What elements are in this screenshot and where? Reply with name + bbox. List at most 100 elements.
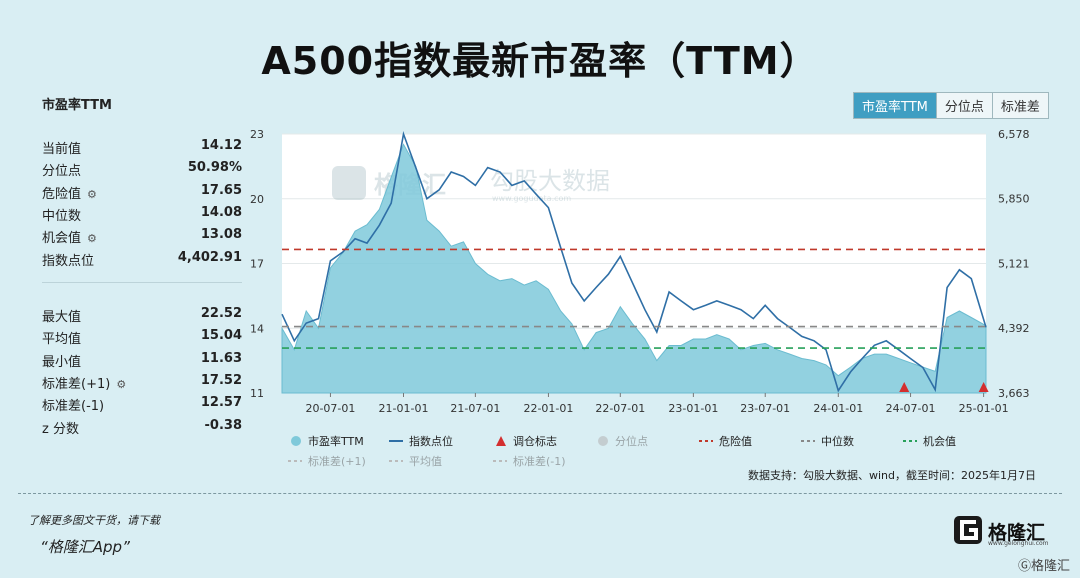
y-right-tick-label: 5,850 — [998, 193, 1030, 206]
stat-value: 14.12 — [200, 138, 242, 153]
y-left-tick-label: 11 — [250, 387, 264, 400]
brand-logo-icon — [954, 516, 982, 544]
stat-row: 危险值 ⚙ 17.65 — [42, 183, 242, 203]
stat-label: 分位点 — [42, 160, 81, 179]
stats-separator — [42, 282, 242, 283]
legend-item: 调仓标志 — [496, 434, 557, 448]
watermark-logo-icon — [332, 166, 366, 200]
bottom-watermark: Ⓖ格隆汇 — [1017, 559, 1070, 574]
stat-row: 当前值 14.12 — [42, 138, 242, 158]
legend-item: 标准差(-1) — [493, 454, 566, 468]
stat-label: 标准差(+1) ⚙ — [42, 373, 126, 392]
y-left-tick-label: 14 — [250, 322, 264, 335]
stat-value: 13.08 — [200, 227, 242, 243]
stat-value: -0.38 — [204, 417, 242, 433]
tab-percentile[interactable]: 分位点 — [937, 93, 993, 118]
pe-ttm-area — [281, 143, 987, 394]
x-tick-label: 25-01-01 — [959, 402, 1009, 415]
legend-triangle-icon — [496, 436, 506, 446]
y-right-tick-label: 5,121 — [998, 257, 1030, 270]
tab-std-dev[interactable]: 标准差 — [1000, 100, 1040, 115]
stat-value: 22.52 — [200, 306, 242, 321]
x-tick-label: 24-01-01 — [813, 402, 863, 415]
legend-label: 调仓标志 — [513, 434, 557, 448]
stat-label-text: 当前值 — [42, 142, 82, 157]
brand-url: www.gelonghui.com — [988, 540, 1049, 547]
stat-value: 4,402.91 — [177, 249, 242, 265]
watermark-url: www.gogudata.com — [492, 194, 571, 203]
footer-divider — [18, 493, 1062, 494]
stat-label: 当前值 — [42, 138, 81, 157]
stat-row: 指数点位 4,402.91 — [42, 250, 242, 270]
stat-label-text: 标准差(-1) — [42, 399, 105, 415]
stat-label: 危险值 ⚙ — [42, 183, 97, 202]
legend-item: 市盈率TTM — [291, 434, 364, 448]
settings-gear-icon[interactable]: ⚙ — [87, 232, 97, 246]
stat-value: 50.98% — [187, 160, 242, 176]
stat-row: 标准差(-1) 12.57 — [42, 395, 242, 415]
settings-gear-icon[interactable]: ⚙ — [87, 187, 97, 201]
legend-dot-icon — [291, 436, 301, 446]
y-right-tick-label: 6,578 — [998, 128, 1030, 141]
stat-label-text: 分位点 — [42, 164, 82, 180]
legend-item: 危险值 — [699, 434, 752, 448]
brand-name: 格隆汇 — [988, 522, 1046, 544]
app-name: “格隆汇App” — [40, 538, 130, 556]
y-left-tick-label: 20 — [250, 193, 264, 206]
stat-row: 分位点 50.98% — [42, 160, 242, 180]
x-tick-label: 22-01-01 — [523, 402, 573, 415]
index-level-line — [281, 130, 987, 393]
stat-row: 平均值 15.04 — [42, 328, 242, 348]
metric-tabs: 市盈率TTM 分位点 标准差 — [853, 92, 1049, 119]
stat-label: 机会值 ⚙ — [42, 227, 97, 246]
legend-label: 中位数 — [821, 434, 854, 448]
x-tick-label: 23-07-01 — [740, 402, 790, 415]
y-right-tick-label: 3,663 — [998, 387, 1030, 400]
stat-label-text: 危险值 — [42, 186, 82, 202]
legend-label: 平均值 — [409, 455, 442, 468]
legend-item: 中位数 — [801, 434, 854, 448]
stat-label-text: 指数点位 — [42, 253, 95, 269]
page-title: A500指数最新市盈率（TTM） — [261, 39, 819, 83]
watermark-text: 勾股大数据 — [490, 167, 610, 195]
legend-item: 机会值 — [903, 434, 956, 448]
legend-label: 市盈率TTM — [308, 434, 364, 448]
legend-item: 平均值 — [389, 455, 442, 468]
stat-row: 标准差(+1) ⚙ 17.52 — [42, 373, 242, 393]
stat-value: 15.04 — [200, 328, 242, 344]
stat-label-text: 平均值 — [42, 332, 82, 348]
x-tick-label: 21-01-01 — [379, 402, 429, 415]
stat-label-text: 标准差(+1) — [42, 376, 111, 392]
y-left-tick-label: 17 — [250, 258, 264, 271]
tab-pe-ttm[interactable]: 市盈率TTM — [854, 93, 937, 118]
stat-row: 机会值 ⚙ 13.08 — [42, 227, 242, 247]
y-left-tick-label: 23 — [250, 128, 264, 141]
stat-label-text: z 分数 — [42, 421, 79, 437]
stat-label: 指数点位 — [42, 250, 94, 269]
settings-gear-icon[interactable]: ⚙ — [116, 377, 127, 391]
stat-label-text: 机会值 — [42, 231, 82, 247]
stat-value: 11.63 — [200, 350, 242, 366]
stat-label: 最大值 — [42, 306, 81, 325]
stat-row: 最小值 11.63 — [42, 351, 242, 371]
download-hint: 了解更多图文干货，请下载 — [28, 514, 160, 527]
stat-label: z 分数 — [42, 418, 79, 437]
stat-label: 最小值 — [42, 351, 81, 370]
watermark-brand: 格隆汇 — [374, 171, 446, 199]
x-tick-label: 21-07-01 — [450, 402, 500, 415]
stat-value: 17.52 — [200, 372, 242, 388]
x-tick-label: 20-07-01 — [305, 402, 355, 415]
legend-dot-icon — [598, 436, 608, 446]
data-source: 数据支持：勾股大数据、wind，截至时间：2025年1月7日 — [748, 469, 1036, 482]
stat-value: 14.08 — [200, 204, 242, 220]
stat-label: 标准差(-1) — [42, 395, 104, 414]
legend-item: 分位点 — [598, 434, 648, 448]
stat-label-text: 中位数 — [42, 208, 82, 224]
plot-area — [282, 134, 986, 393]
stat-label-text: 最大值 — [42, 310, 82, 325]
legend-label: 机会值 — [923, 434, 956, 448]
stat-value: 17.65 — [200, 182, 242, 198]
stat-label: 平均值 — [42, 328, 81, 347]
